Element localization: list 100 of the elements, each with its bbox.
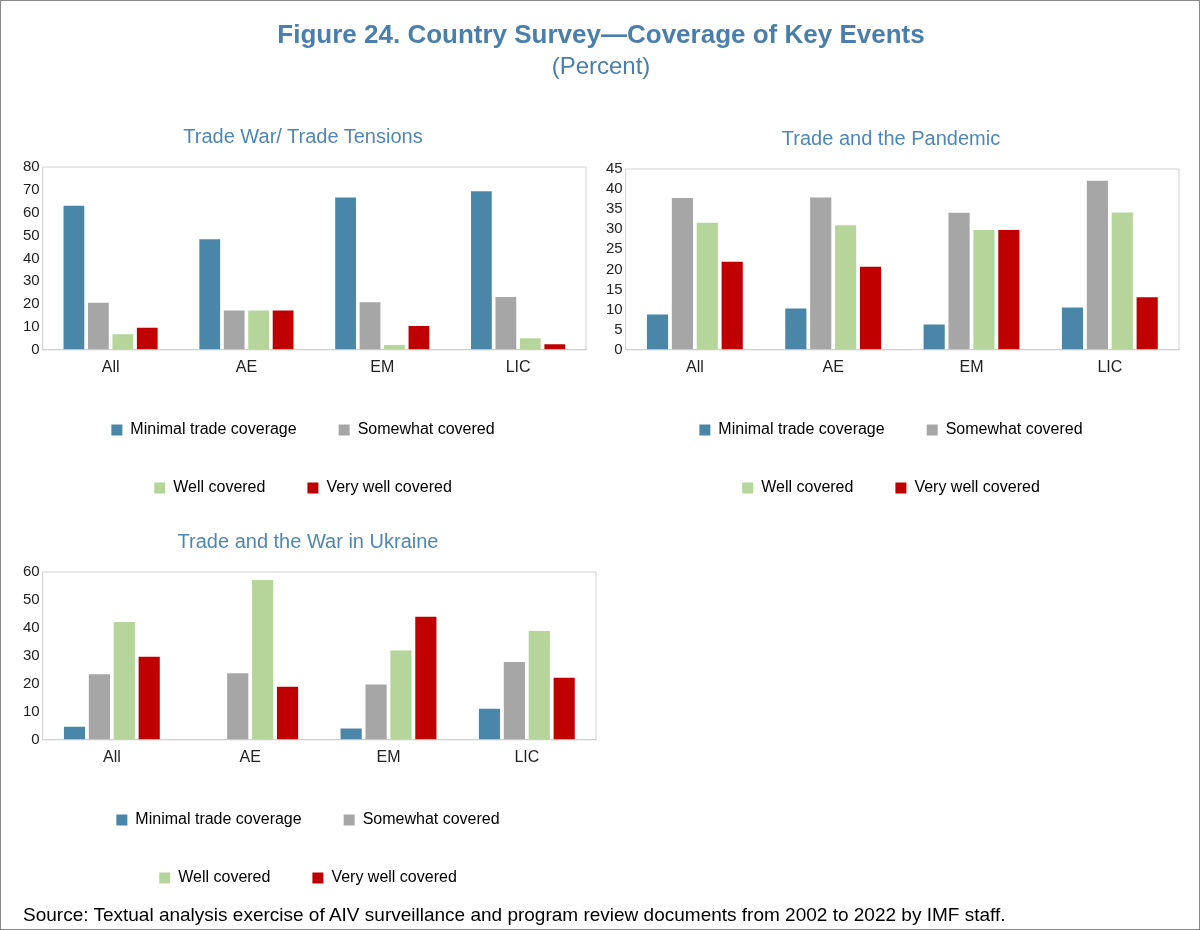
bar: [471, 191, 492, 350]
bar: [519, 338, 541, 350]
bar: [112, 334, 134, 350]
y-tick-label: 50: [23, 590, 40, 608]
legend-label: Somewhat covered: [362, 810, 500, 828]
bar: [199, 239, 221, 350]
bar: [272, 310, 294, 350]
bar: [63, 205, 85, 350]
legend-label: Minimal trade coverage: [135, 810, 302, 828]
x-tick-label: LIC: [514, 747, 540, 765]
y-tick-label: 50: [23, 225, 40, 243]
y-tick-label: 20: [606, 259, 623, 277]
y-tick-label: 40: [606, 179, 623, 197]
bar: [495, 297, 517, 350]
bar: [998, 230, 1020, 350]
bar: [1086, 180, 1108, 350]
legend-label: Well covered: [761, 478, 854, 496]
text: Figure 24. Country Survey—Coverage of Key Events: [276, 19, 926, 50]
x-tick-label: All: [101, 357, 120, 375]
x-tick-label: AE: [235, 357, 258, 375]
legend-label: Very well covered: [331, 868, 457, 886]
bar: [810, 197, 832, 350]
y-tick-label: 15: [606, 279, 623, 297]
bar: [252, 580, 274, 740]
bar: [88, 674, 110, 740]
legend-label: Somewhat covered: [357, 420, 495, 438]
text: (Percent): [550, 52, 652, 80]
legend-label: Somewhat covered: [945, 420, 1083, 438]
bar: [87, 302, 109, 350]
chart-title: Trade and the Pandemic: [781, 126, 1001, 149]
bar: [408, 326, 430, 350]
bar: [136, 327, 158, 350]
bar: [544, 344, 566, 350]
y-tick-label: 60: [23, 562, 40, 580]
legend-label: Minimal trade coverage: [718, 420, 885, 438]
legend-label: Well covered: [178, 868, 271, 886]
x-tick-label: LIC: [505, 357, 531, 375]
bar: [1061, 307, 1084, 350]
y-tick-label: 10: [23, 701, 40, 719]
x-tick-label: All: [685, 357, 704, 375]
x-tick-label: AE: [822, 357, 844, 375]
y-tick-label: 0: [31, 339, 40, 357]
y-tick-label: 25: [606, 239, 623, 257]
bar: [646, 314, 669, 350]
chart-title: Trade and the War in Ukraine: [177, 529, 439, 552]
y-tick-label: 45: [606, 159, 623, 177]
y-tick-label: 20: [23, 674, 40, 692]
chart-title: Trade War/ Trade Tensions: [183, 124, 423, 147]
bar: [359, 302, 381, 350]
y-tick-label: 5: [614, 319, 623, 337]
bar: [671, 197, 693, 350]
bar: [415, 616, 437, 740]
bar: [553, 677, 575, 740]
bar: [696, 222, 718, 350]
bar: [721, 261, 743, 350]
bar: [1111, 212, 1133, 350]
bar: [785, 308, 807, 350]
bar: [528, 631, 550, 740]
y-tick-label: 10: [23, 317, 40, 335]
y-tick-label: 0: [614, 339, 623, 357]
y-tick-label: 40: [23, 248, 40, 266]
bar: [1136, 297, 1158, 350]
y-tick-label: 20: [23, 294, 40, 312]
bar: [63, 726, 86, 740]
y-tick-label: 70: [23, 179, 40, 197]
y-tick-label: 40: [23, 618, 40, 636]
legend-label: Minimal trade coverage: [130, 420, 297, 438]
y-tick-label: 35: [606, 199, 623, 217]
bar: [923, 324, 945, 350]
y-tick-label: 30: [23, 271, 40, 289]
bar: [138, 656, 160, 740]
x-tick-label: AE: [239, 747, 261, 765]
source-note: Source: Textual analysis exercise of AIV surveillance and program review documents from 2002 to 2022 by IMF staff.: [23, 904, 1006, 926]
bar: [223, 310, 245, 350]
bar: [248, 310, 270, 350]
bar: [113, 622, 135, 740]
legend-label: Very well covered: [326, 478, 452, 496]
x-tick-label: EM: [376, 747, 401, 765]
bar: [478, 708, 501, 740]
x-tick-label: All: [102, 747, 121, 765]
bar: [835, 225, 857, 350]
bar: [276, 686, 299, 740]
y-tick-label: 30: [23, 646, 40, 664]
legend-label: Very well covered: [914, 478, 1040, 496]
bar: [227, 673, 249, 740]
legend-label: Well covered: [173, 478, 266, 496]
y-tick-label: 30: [606, 219, 623, 237]
x-tick-label: LIC: [1097, 357, 1123, 375]
x-tick-label: EM: [370, 357, 395, 375]
y-tick-label: 80: [23, 157, 40, 175]
x-tick-label: EM: [959, 357, 984, 375]
y-tick-label: 0: [31, 729, 40, 747]
y-tick-label: 60: [23, 202, 40, 220]
bar: [503, 662, 525, 740]
bar: [365, 684, 387, 740]
bar: [859, 266, 882, 350]
bar: [973, 230, 995, 350]
bar: [335, 197, 356, 350]
bar: [948, 212, 970, 350]
bar: [390, 650, 412, 740]
